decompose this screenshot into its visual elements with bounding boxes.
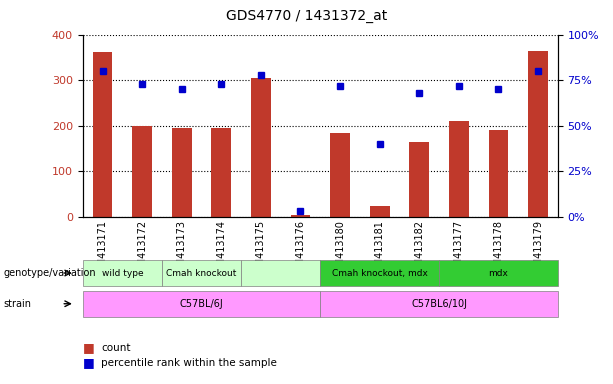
Text: strain: strain bbox=[3, 299, 31, 309]
Text: Cmah knockout, mdx: Cmah knockout, mdx bbox=[332, 268, 428, 278]
Bar bbox=[93, 52, 112, 217]
Bar bbox=[132, 126, 152, 217]
Bar bbox=[211, 128, 231, 217]
Bar bbox=[291, 215, 310, 217]
Text: GDS4770 / 1431372_at: GDS4770 / 1431372_at bbox=[226, 9, 387, 23]
Text: percentile rank within the sample: percentile rank within the sample bbox=[101, 358, 277, 368]
Text: ■: ■ bbox=[83, 356, 94, 369]
Text: ■: ■ bbox=[83, 341, 94, 354]
Bar bbox=[330, 132, 350, 217]
Bar bbox=[489, 130, 508, 217]
Text: mdx: mdx bbox=[489, 268, 508, 278]
Text: Cmah knockout: Cmah knockout bbox=[166, 268, 237, 278]
Bar bbox=[528, 51, 548, 217]
Bar bbox=[370, 205, 390, 217]
Text: count: count bbox=[101, 343, 131, 353]
Text: genotype/variation: genotype/variation bbox=[3, 268, 96, 278]
Bar bbox=[251, 78, 271, 217]
Bar bbox=[409, 142, 429, 217]
Bar bbox=[172, 128, 192, 217]
Text: wild type: wild type bbox=[102, 268, 143, 278]
Text: C57BL/6J: C57BL/6J bbox=[180, 299, 223, 309]
Text: C57BL6/10J: C57BL6/10J bbox=[411, 299, 467, 309]
Bar bbox=[449, 121, 469, 217]
